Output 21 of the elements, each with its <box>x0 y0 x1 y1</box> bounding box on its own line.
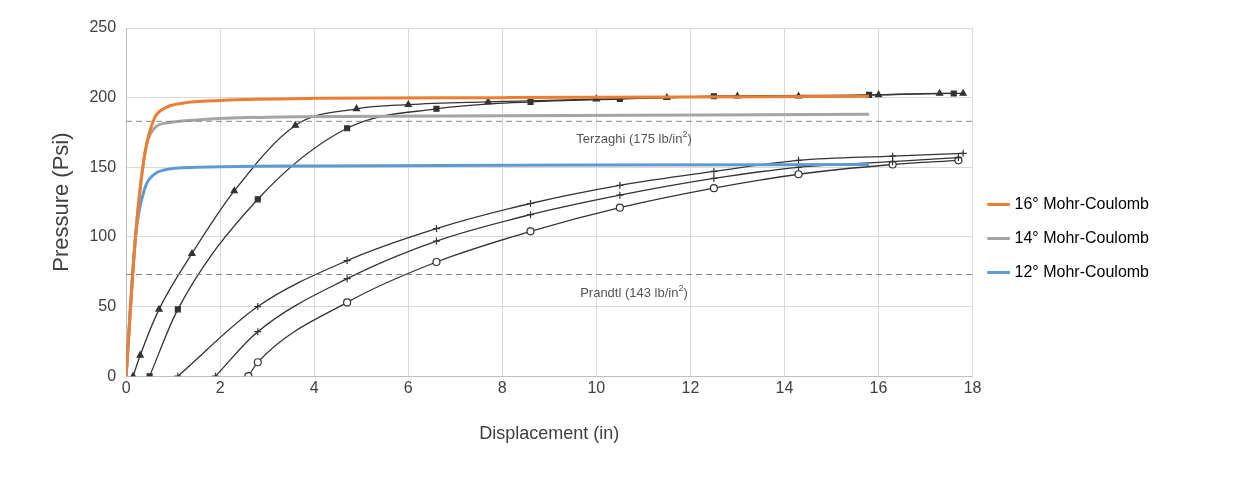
x-tick-label: 18 <box>963 379 982 397</box>
y-tick-label: 150 <box>89 157 117 175</box>
y-tick-label: 250 <box>89 18 117 36</box>
y-tick-label: 200 <box>89 88 117 106</box>
x-tick-label: 4 <box>309 379 319 397</box>
x-axis-title: Displacement (in) <box>479 423 620 444</box>
y-tick-label: 0 <box>107 366 117 384</box>
x-tick-label: 6 <box>403 379 413 397</box>
legend-label: 14° Mohr-Coulomb <box>1014 228 1150 246</box>
y-tick-label: 100 <box>89 227 117 245</box>
x-tick-label: 2 <box>215 379 225 397</box>
x-tick-label: 16 <box>869 379 888 397</box>
x-tick-label: 0 <box>121 379 131 397</box>
x-tick-label: 10 <box>587 379 606 397</box>
x-tick-label: 14 <box>775 379 794 397</box>
y-axis-title: Pressure (Psi) <box>48 132 74 272</box>
y-tick-label: 50 <box>98 296 117 314</box>
legend-label: 12° Mohr-Coulomb <box>1014 262 1150 280</box>
x-tick-label: 8 <box>497 379 507 397</box>
x-tick-label: 12 <box>681 379 700 397</box>
legend-label: 16° Mohr-Coulomb <box>1014 194 1150 212</box>
